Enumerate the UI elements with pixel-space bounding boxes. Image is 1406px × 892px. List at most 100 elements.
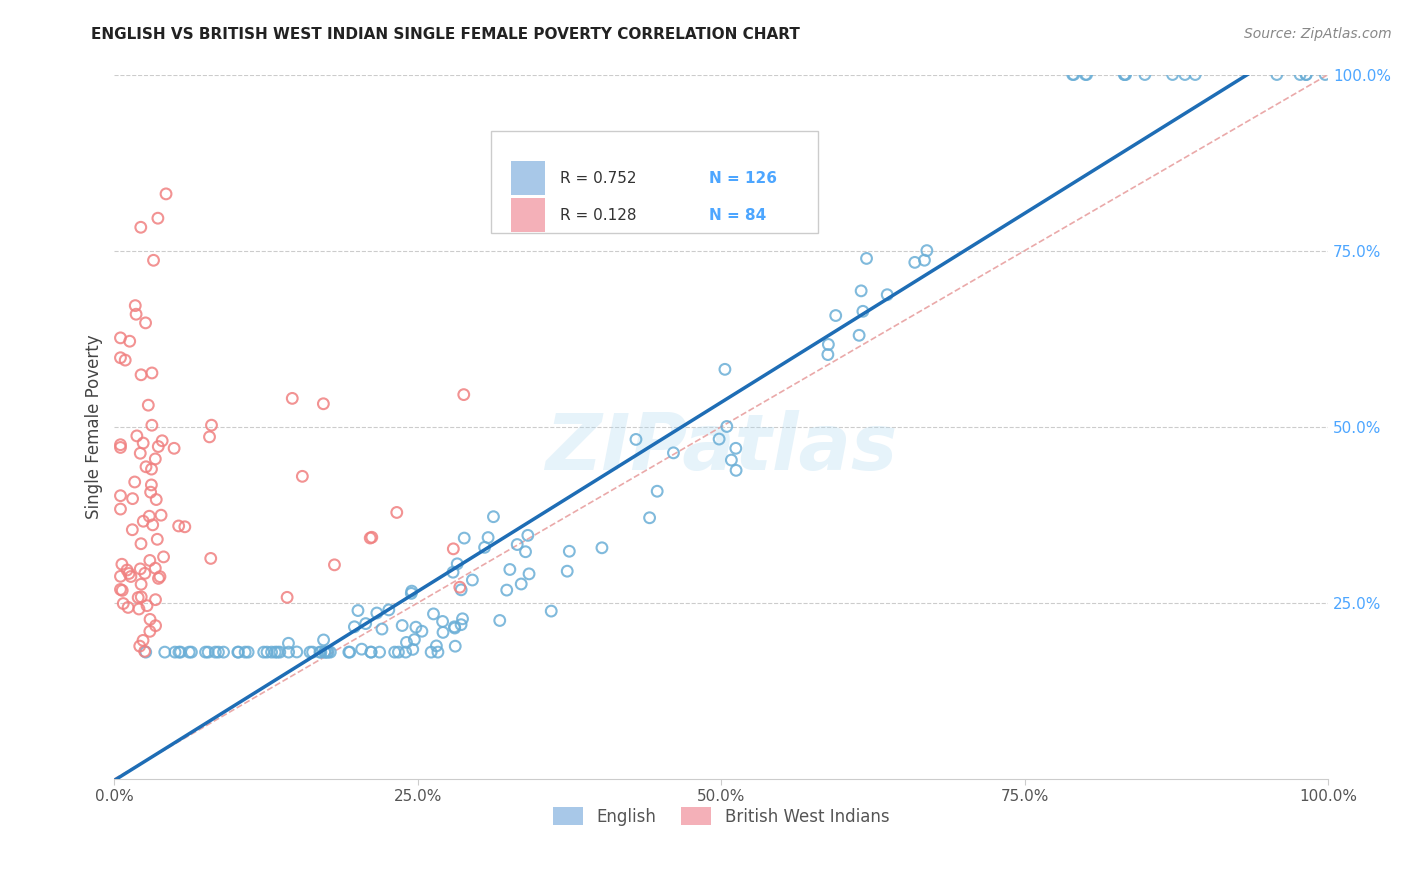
Point — [495, 583, 517, 598]
Point — [194, 645, 217, 659]
Point — [385, 505, 408, 519]
Point — [128, 639, 150, 653]
Point — [499, 562, 522, 576]
Point — [314, 645, 336, 659]
Bar — [512, 161, 546, 195]
Point — [142, 517, 165, 532]
Point — [228, 645, 250, 659]
Point — [152, 549, 174, 564]
Point — [849, 284, 872, 298]
Point — [444, 639, 467, 653]
Point — [432, 615, 454, 629]
Text: R = 0.752: R = 0.752 — [560, 170, 637, 186]
Text: R = 0.128: R = 0.128 — [560, 208, 637, 223]
Point — [517, 566, 540, 581]
Point — [319, 645, 342, 659]
Point — [405, 620, 427, 634]
Point — [180, 645, 202, 659]
Point — [443, 620, 465, 634]
Point — [638, 510, 661, 524]
Point — [1074, 68, 1097, 82]
Point — [143, 451, 166, 466]
Point — [540, 604, 562, 618]
Point — [401, 584, 423, 599]
Point — [167, 645, 190, 659]
Point — [129, 577, 152, 591]
Point — [354, 616, 377, 631]
Point — [724, 442, 747, 456]
Point — [120, 569, 142, 583]
Point — [281, 392, 304, 406]
Point — [1114, 68, 1136, 82]
Point — [516, 528, 538, 542]
Point — [139, 612, 162, 626]
Point — [1115, 68, 1137, 82]
Point — [138, 509, 160, 524]
Point — [110, 582, 132, 597]
Point — [360, 530, 382, 544]
Point — [145, 492, 167, 507]
Point — [1295, 68, 1317, 82]
Point — [624, 433, 647, 447]
Point — [368, 645, 391, 659]
Point — [135, 316, 157, 330]
Point — [127, 591, 149, 605]
Point — [360, 645, 382, 659]
Point — [446, 557, 468, 571]
Point — [298, 645, 321, 659]
Point — [387, 645, 409, 659]
Point — [169, 645, 191, 659]
Text: ZIPatlas: ZIPatlas — [546, 409, 897, 486]
Point — [111, 583, 134, 598]
Point — [309, 645, 332, 659]
Point — [132, 436, 155, 450]
Point — [443, 621, 465, 635]
Point — [477, 531, 499, 545]
Point — [129, 562, 152, 576]
Point — [236, 645, 259, 659]
Point — [150, 508, 173, 523]
Point — [110, 502, 132, 516]
Point — [204, 645, 226, 659]
Point — [915, 244, 938, 258]
Point — [200, 418, 222, 433]
Point — [115, 563, 138, 577]
Point — [451, 612, 474, 626]
Point — [114, 353, 136, 368]
Point — [125, 307, 148, 321]
Point — [817, 348, 839, 362]
Point — [402, 642, 425, 657]
Point — [110, 441, 132, 455]
Point — [173, 520, 195, 534]
Point — [714, 362, 737, 376]
Point — [453, 387, 475, 401]
Point — [339, 645, 361, 659]
Point — [395, 635, 418, 649]
Point — [233, 645, 256, 659]
Point — [425, 639, 447, 653]
Point — [314, 645, 336, 659]
Point — [146, 533, 169, 547]
Point — [359, 531, 381, 545]
Point — [149, 569, 172, 583]
Point — [153, 645, 176, 659]
Point — [555, 564, 578, 578]
Point — [1063, 68, 1085, 82]
Point — [366, 606, 388, 620]
Point — [112, 597, 135, 611]
Point — [129, 368, 152, 382]
Point — [391, 618, 413, 632]
Point — [141, 462, 163, 476]
Point — [266, 645, 288, 659]
Point — [506, 537, 529, 551]
Point — [876, 287, 898, 301]
Point — [1315, 68, 1337, 82]
Point — [110, 489, 132, 503]
Point — [291, 469, 314, 483]
Text: ENGLISH VS BRITISH WEST INDIAN SINGLE FEMALE POVERTY CORRELATION CHART: ENGLISH VS BRITISH WEST INDIAN SINGLE FE… — [91, 27, 800, 42]
Point — [482, 509, 505, 524]
Point — [163, 442, 186, 456]
Point — [450, 617, 472, 632]
Point — [148, 571, 170, 585]
Point — [432, 625, 454, 640]
